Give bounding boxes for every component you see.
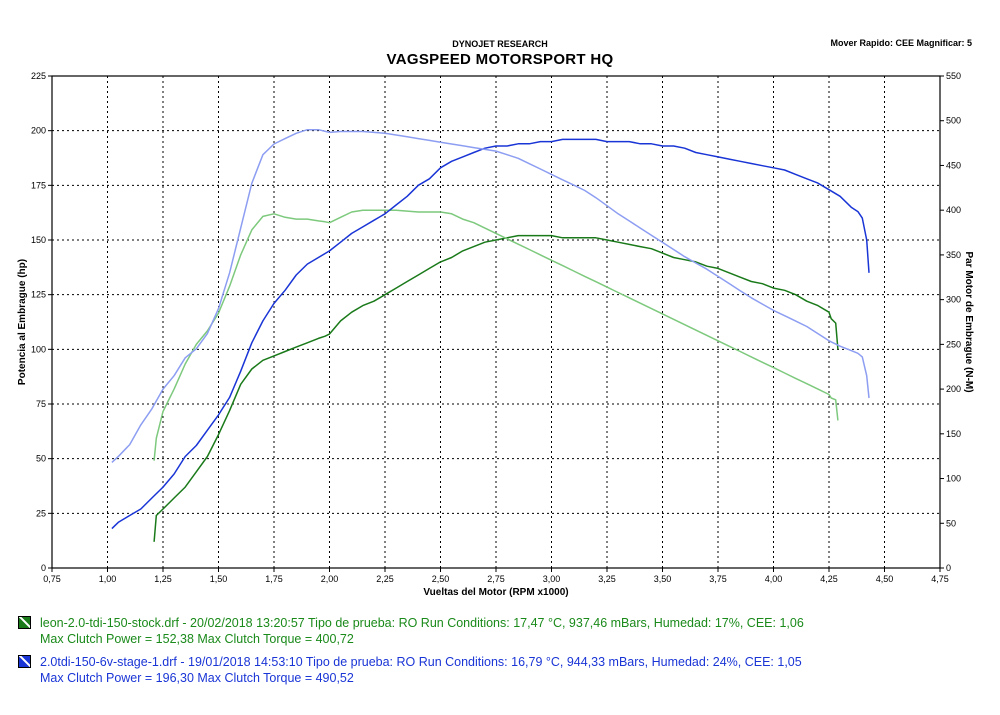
x-tick-label: 3,00 (543, 574, 561, 584)
y-left-tick-label: 125 (31, 290, 46, 300)
x-tick-label: 1,00 (99, 574, 117, 584)
y-left-tick-label: 225 (31, 71, 46, 81)
y-left-tick-label: 75 (36, 399, 46, 409)
y-left-tick-label: 100 (31, 344, 46, 354)
x-tick-label: 1,50 (210, 574, 228, 584)
y-left-tick-label: 150 (31, 235, 46, 245)
legend-run-info: 2.0tdi-150-6v-stage-1.drf - 19/01/2018 1… (40, 655, 802, 669)
y-left-tick-label: 50 (36, 454, 46, 464)
y-right-tick-label: 100 (946, 474, 961, 484)
chart-title: VAGSPEED MOTORSPORT HQ (386, 51, 614, 68)
y-right-tick-label: 50 (946, 518, 956, 528)
y-right-tick-label: 450 (946, 160, 961, 170)
y-right-tick-label: 0 (946, 563, 951, 573)
y-right-tick-label: 300 (946, 295, 961, 305)
y-right-tick-label: 250 (946, 339, 961, 349)
series-line-torque-3 (111, 128, 870, 463)
y-right-tick-label: 150 (946, 429, 961, 439)
y-left-tick-label: 0 (41, 563, 46, 573)
x-tick-label: 4,00 (765, 574, 783, 584)
x-tick-label: 1,75 (265, 574, 283, 584)
x-tick-label: 4,25 (820, 574, 838, 584)
x-tick-label: 2,75 (487, 574, 505, 584)
x-tick-label: 1,25 (154, 574, 172, 584)
x-tick-label: 2,50 (432, 574, 450, 584)
x-tick-label: 3,50 (654, 574, 672, 584)
series-line-power-2 (111, 138, 870, 530)
x-tick-label: 2,25 (376, 574, 394, 584)
y-right-tick-label: 500 (946, 116, 961, 126)
y-right-tick-label: 200 (946, 384, 961, 394)
x-tick-label: 4,50 (876, 574, 894, 584)
x-tick-label: 4,75 (931, 574, 949, 584)
smoothing-settings: Mover Rapido: CEE Magnificar: 5 (830, 38, 972, 48)
y-left-axis-label: Potencia al Embrague (hp) (17, 259, 28, 385)
y-right-tick-label: 350 (946, 250, 961, 260)
y-right-tick-label: 550 (946, 71, 961, 81)
y-left-tick-label: 175 (31, 180, 46, 190)
x-tick-label: 3,25 (598, 574, 616, 584)
series-line-torque-1 (153, 209, 839, 461)
legend-max-values: Max Clutch Power = 152,38 Max Clutch Tor… (40, 632, 354, 646)
legend-swatch-icon (18, 655, 31, 668)
report-company: DYNOJET RESEARCH (452, 39, 548, 49)
y-left-tick-label: 200 (31, 126, 46, 136)
y-right-axis-label: Par Motor de Embrague (N-M) (963, 251, 974, 392)
legend-run-info: leon-2.0-tdi-150-stock.drf - 20/02/2018 … (40, 616, 804, 630)
x-tick-label: 0,75 (43, 574, 61, 584)
x-axis-label: Vueltas del Motor (RPM x1000) (423, 587, 568, 598)
legend-text: leon-2.0-tdi-150-stock.drf - 20/02/2018 … (40, 615, 804, 647)
legend-text: 2.0tdi-150-6v-stage-1.drf - 19/01/2018 1… (40, 654, 802, 686)
x-tick-label: 3,75 (709, 574, 727, 584)
legend-swatch-icon (18, 616, 31, 629)
legend-max-values: Max Clutch Power = 196,30 Max Clutch Tor… (40, 671, 354, 685)
y-left-tick-label: 25 (36, 508, 46, 518)
y-right-tick-label: 400 (946, 205, 961, 215)
series-line-power-0 (153, 234, 839, 542)
x-tick-label: 2,00 (321, 574, 339, 584)
